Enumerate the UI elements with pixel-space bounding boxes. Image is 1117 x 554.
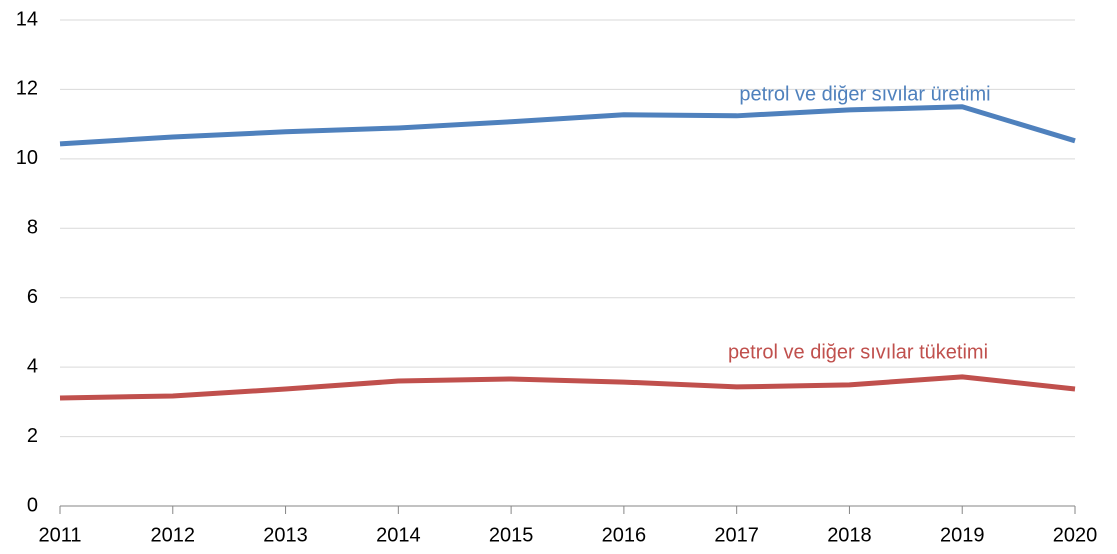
y-tick-label: 14 (16, 8, 38, 30)
x-tick-label: 2012 (151, 524, 196, 546)
series-line (59, 374, 1076, 401)
y-tick-label: 0 (27, 494, 38, 516)
series-line (59, 104, 1076, 147)
x-tick-label: 2014 (376, 524, 421, 546)
x-tick-label: 2011 (38, 524, 81, 546)
y-tick-label: 12 (16, 78, 38, 100)
x-tick-label: 2017 (714, 524, 759, 546)
x-tick-label: 2015 (489, 524, 534, 546)
x-tick-label: 2016 (602, 524, 647, 546)
x-tick-label: 2020 (1053, 524, 1098, 546)
y-tick-label: 2 (27, 425, 38, 447)
series-label: petrol ve diğer sıvılar tüketimi (728, 341, 988, 363)
y-tick-label: 6 (27, 286, 38, 308)
x-tick-label: 2018 (827, 524, 872, 546)
y-tick-label: 8 (27, 217, 38, 239)
x-tick-label: 2019 (940, 524, 985, 546)
series-label: petrol ve diğer sıvılar üretimi (739, 83, 990, 105)
x-tick-label: 2013 (263, 524, 308, 546)
y-tick-label: 4 (27, 355, 38, 377)
y-tick-label: 10 (16, 147, 38, 169)
